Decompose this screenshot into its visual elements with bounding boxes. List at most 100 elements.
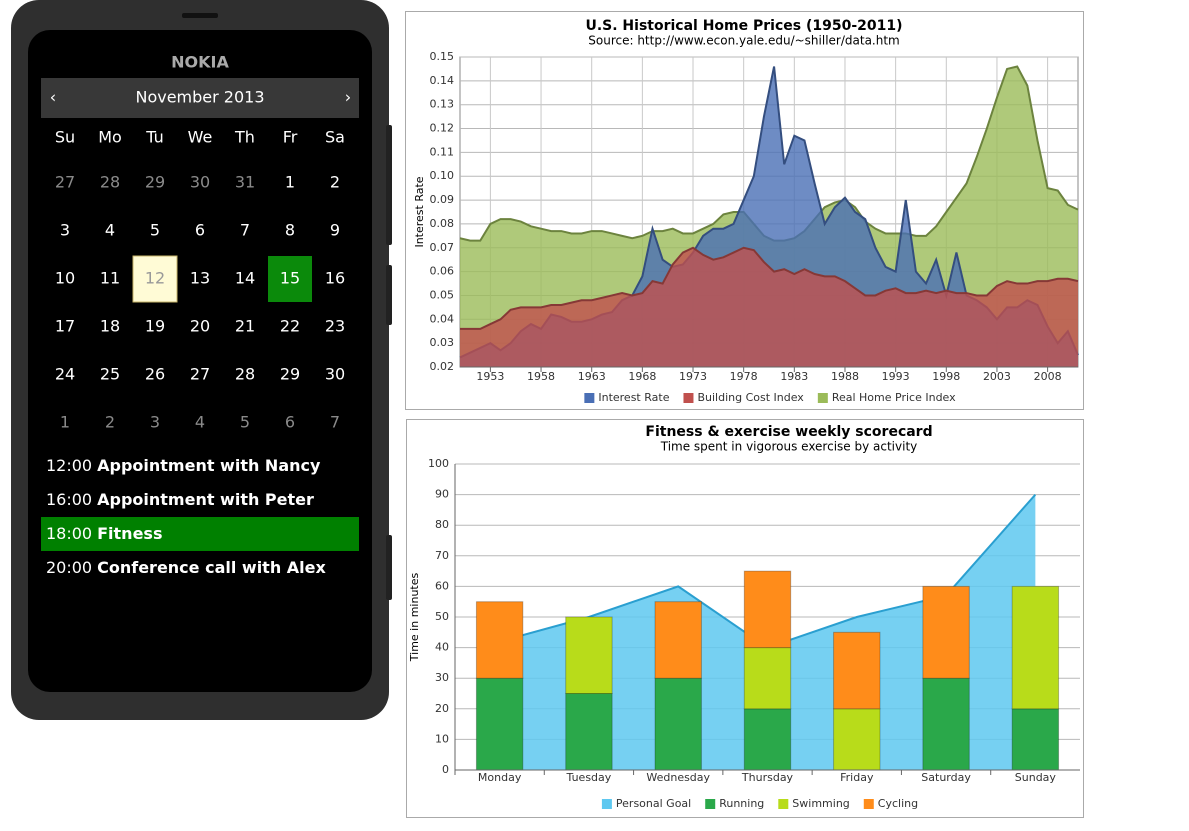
bar-segment bbox=[475, 677, 524, 771]
y-tick-label: 90 bbox=[435, 488, 449, 501]
day[interactable]: 4 bbox=[195, 413, 205, 432]
y-tick-label: 0.03 bbox=[430, 336, 455, 349]
y-tick-label: 10 bbox=[435, 732, 449, 745]
prev-month[interactable]: ‹ bbox=[50, 88, 56, 107]
day[interactable]: 9 bbox=[330, 221, 340, 240]
day[interactable]: 20 bbox=[190, 317, 210, 336]
day[interactable]: 13 bbox=[190, 269, 210, 288]
x-tick-label: 1993 bbox=[882, 370, 910, 383]
day[interactable]: 7 bbox=[330, 413, 340, 432]
bar-segment bbox=[743, 708, 792, 771]
x-tick-label: Saturday bbox=[921, 771, 971, 784]
day[interactable]: 11 bbox=[100, 269, 120, 288]
day[interactable]: 23 bbox=[325, 317, 345, 336]
day[interactable]: 28 bbox=[100, 173, 120, 192]
chart-title: Fitness & exercise weekly scorecard bbox=[645, 424, 932, 440]
bar-segment bbox=[922, 677, 970, 771]
calendar-header bbox=[41, 78, 359, 118]
day[interactable]: 16 bbox=[325, 269, 345, 288]
day[interactable]: 7 bbox=[240, 221, 250, 240]
bar-segment bbox=[1011, 585, 1060, 710]
legend-label: Cycling bbox=[878, 797, 918, 810]
y-tick-label: 0.02 bbox=[430, 360, 455, 373]
day[interactable]: 27 bbox=[190, 365, 210, 384]
day[interactable]: 30 bbox=[190, 173, 210, 192]
legend-label: Swimming bbox=[792, 797, 849, 810]
day[interactable]: 5 bbox=[150, 221, 160, 240]
y-tick-label: 100 bbox=[428, 457, 449, 470]
x-tick-label: Sunday bbox=[1015, 771, 1057, 784]
bar-segment bbox=[922, 585, 970, 679]
day[interactable]: 29 bbox=[280, 365, 300, 384]
x-tick-label: Friday bbox=[840, 771, 874, 784]
day[interactable]: 2 bbox=[105, 413, 115, 432]
event[interactable]: 12:00 Appointment with Nancy bbox=[46, 456, 321, 475]
x-tick-label: 1958 bbox=[527, 370, 555, 383]
day[interactable]: 8 bbox=[285, 221, 295, 240]
x-tick-label: 1953 bbox=[476, 370, 504, 383]
day[interactable]: 1 bbox=[60, 413, 70, 432]
bar-segment bbox=[565, 693, 613, 771]
day[interactable]: 19 bbox=[145, 317, 165, 336]
day[interactable]: 27 bbox=[55, 173, 75, 192]
day[interactable]: 10 bbox=[55, 269, 75, 288]
event[interactable]: 18:00 Fitness bbox=[46, 524, 162, 543]
y-tick-label: 0.15 bbox=[430, 50, 455, 63]
day[interactable]: 3 bbox=[150, 413, 160, 432]
day[interactable]: 29 bbox=[145, 173, 165, 192]
y-axis-label: Time in minutes bbox=[408, 572, 421, 662]
day[interactable]: 5 bbox=[240, 413, 250, 432]
weekday: Fr bbox=[283, 128, 298, 147]
event[interactable]: 20:00 Conference call with Alex bbox=[46, 558, 327, 577]
today-cell bbox=[132, 255, 178, 303]
selected-event bbox=[41, 517, 359, 551]
bar-segment bbox=[1011, 708, 1060, 771]
legend-label: Interest Rate bbox=[598, 391, 669, 404]
day[interactable]: 14 bbox=[235, 269, 255, 288]
bar-segment bbox=[743, 570, 792, 649]
event-list: 12:00 Appointment with Nancy 16:00 Appointm… bbox=[41, 456, 359, 577]
x-tick-label: 2008 bbox=[1034, 370, 1062, 383]
y-tick-label: 0.13 bbox=[430, 98, 455, 111]
event[interactable]: 16:00 Appointment with Peter bbox=[46, 490, 314, 509]
y-tick-label: 0 bbox=[442, 763, 449, 776]
next-month[interactable]: › bbox=[345, 88, 351, 107]
legend-swatch bbox=[683, 393, 694, 403]
y-tick-label: 60 bbox=[435, 579, 449, 592]
day[interactable]: 6 bbox=[195, 221, 205, 240]
home-prices-chart: U.S. Historical Home Prices (1950-2011)S… bbox=[413, 18, 1079, 404]
day[interactable]: 24 bbox=[55, 365, 75, 384]
day[interactable]: 4 bbox=[105, 221, 115, 240]
day[interactable]: 1 bbox=[285, 173, 295, 192]
day[interactable]: 15 bbox=[280, 269, 300, 288]
day[interactable]: 12 bbox=[145, 269, 165, 288]
y-tick-label: 0.14 bbox=[430, 74, 455, 87]
y-axis-label: Interest Rate bbox=[413, 176, 426, 247]
weekday: Sa bbox=[325, 128, 345, 147]
area-line bbox=[460, 246, 1079, 330]
brand: NOKIA bbox=[171, 53, 229, 72]
day[interactable]: 31 bbox=[235, 173, 255, 192]
day[interactable]: 17 bbox=[55, 317, 75, 336]
day[interactable]: 26 bbox=[145, 365, 165, 384]
y-tick-label: 0.10 bbox=[430, 169, 455, 182]
day[interactable]: 3 bbox=[60, 221, 70, 240]
bar-segment bbox=[475, 601, 524, 679]
y-tick-label: 70 bbox=[435, 549, 449, 562]
day[interactable]: 22 bbox=[280, 317, 300, 336]
event-time: 18:00 bbox=[46, 524, 92, 543]
legend-label: Personal Goal bbox=[616, 797, 691, 810]
legend-swatch bbox=[778, 799, 789, 809]
day[interactable]: 6 bbox=[285, 413, 295, 432]
day[interactable]: 21 bbox=[235, 317, 255, 336]
chart-title: U.S. Historical Home Prices (1950-2011) bbox=[585, 18, 902, 34]
x-tick-label: 1988 bbox=[831, 370, 859, 383]
day[interactable]: 30 bbox=[325, 365, 345, 384]
day[interactable]: 2 bbox=[330, 173, 340, 192]
day[interactable]: 18 bbox=[100, 317, 120, 336]
day[interactable]: 28 bbox=[235, 365, 255, 384]
day[interactable]: 25 bbox=[100, 365, 120, 384]
y-tick-label: 0.11 bbox=[430, 145, 455, 158]
